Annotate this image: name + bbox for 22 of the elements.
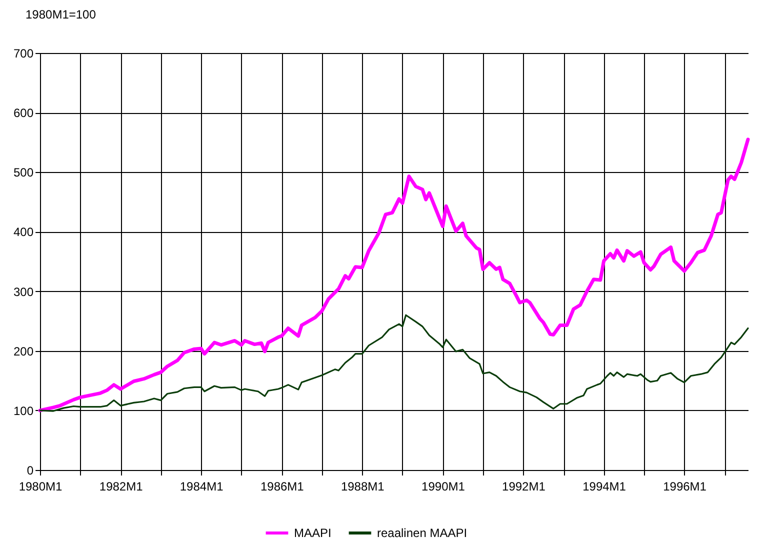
line-series — [38, 138, 750, 412]
y-tick-label: 300 — [13, 284, 34, 299]
y-tick-label: 200 — [13, 344, 34, 358]
x-tick-label: 1986M1 — [260, 480, 304, 494]
x-tick-label: 1992M1 — [502, 480, 546, 494]
x-tick-label: 1994M1 — [582, 480, 626, 494]
y-tick-label: 0 — [26, 464, 34, 478]
y-tick-label: 700 — [13, 46, 34, 60]
y-tick-label: 500 — [13, 166, 34, 180]
y-axis-title: 1980M1=100 — [26, 8, 96, 22]
x-tick-label: 1984M1 — [180, 480, 224, 494]
x-tick-label: 1988M1 — [340, 480, 385, 494]
x-tick-label: 1996M1 — [663, 480, 707, 494]
legend-label: MAAPI — [294, 526, 332, 538]
line-series — [39, 314, 749, 412]
y-tick-label: 100 — [13, 404, 34, 418]
y-tick-label: 600 — [13, 106, 34, 120]
legend-label: reaalinen MAAPI — [377, 526, 468, 538]
y-tick-label: 400 — [13, 225, 34, 240]
x-tick-label: 1982M1 — [99, 480, 144, 494]
x-tick-label: 1980M1 — [18, 480, 63, 494]
x-tick-label: 1990M1 — [422, 480, 466, 494]
